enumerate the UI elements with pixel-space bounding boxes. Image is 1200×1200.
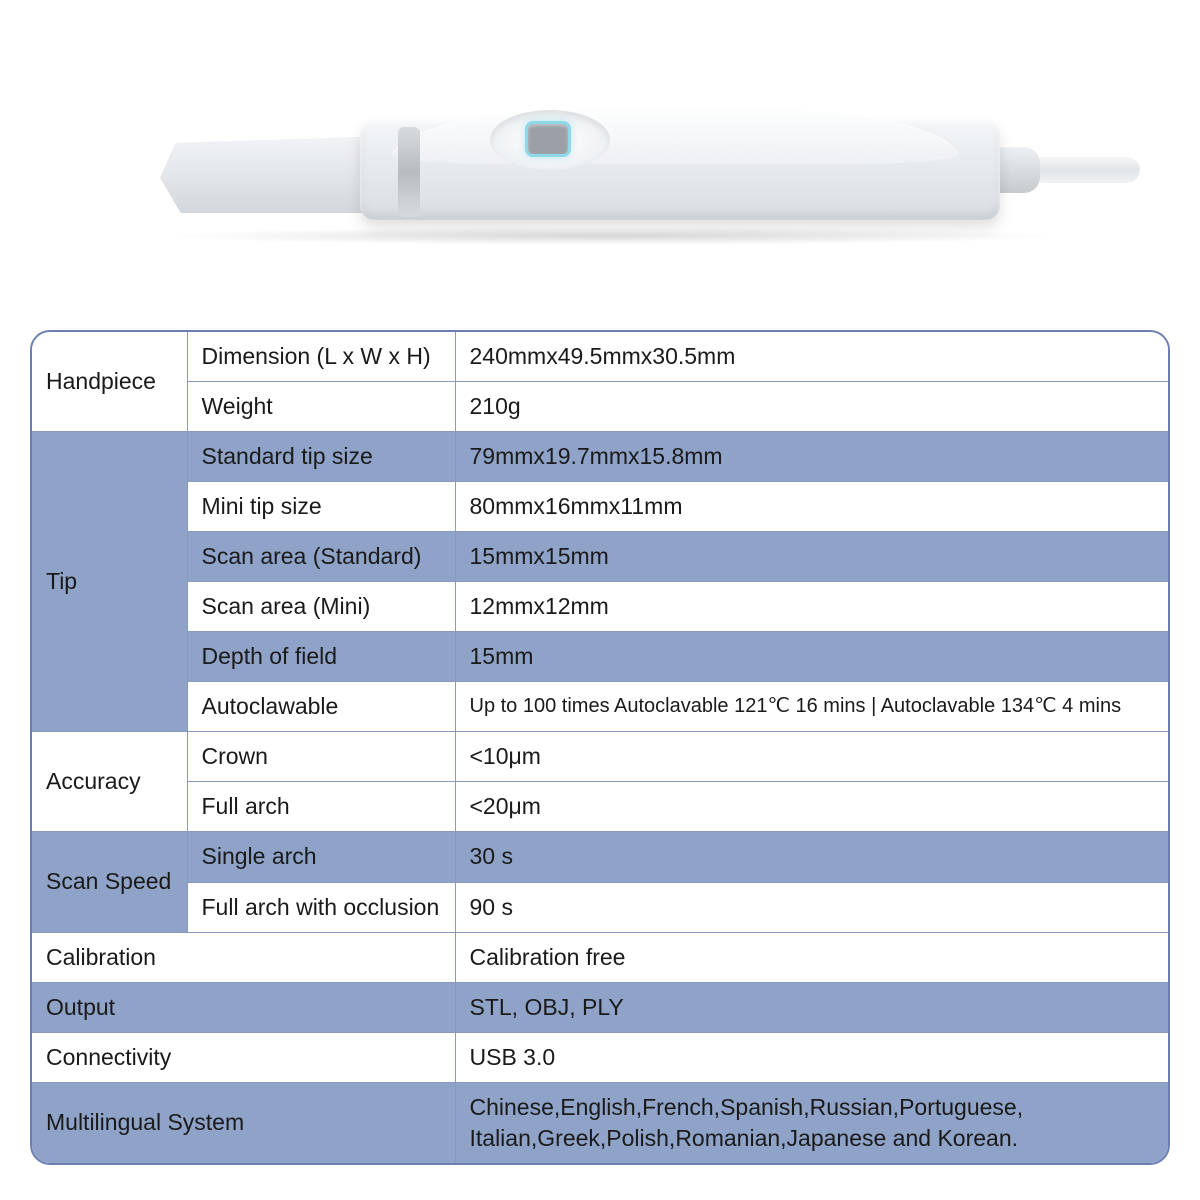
value-connectivity: USB 3.0 [455, 1032, 1168, 1082]
value-scan-mini: 12mmx12mm [455, 582, 1168, 632]
label-mini-tip: Mini tip size [187, 482, 455, 532]
value-single-arch: 30 s [455, 832, 1168, 882]
group-scan-speed: Scan Speed [32, 832, 187, 932]
group-accuracy: Accuracy [32, 732, 187, 832]
value-dimension: 240mmx49.5mmx30.5mm [455, 332, 1168, 382]
label-full-arch-occ: Full arch with occlusion [187, 882, 455, 932]
label-scan-std: Scan area (Standard) [187, 532, 455, 582]
value-autoclavable: Up to 100 times Autoclavable 121℃ 16 min… [455, 682, 1168, 732]
spec-table: Handpiece Dimension (L x W x H) 240mmx49… [30, 330, 1170, 1165]
value-mini-tip: 80mmx16mmx11mm [455, 482, 1168, 532]
label-scan-mini: Scan area (Mini) [187, 582, 455, 632]
label-dimension: Dimension (L x W x H) [187, 332, 455, 382]
scanner-illustration [100, 65, 1100, 265]
value-weight: 210g [455, 382, 1168, 432]
label-calibration: Calibration [32, 932, 455, 982]
label-dof: Depth of field [187, 632, 455, 682]
label-weight: Weight [187, 382, 455, 432]
value-crown: <10μm [455, 732, 1168, 782]
product-image-area [0, 0, 1200, 330]
group-handpiece: Handpiece [32, 332, 187, 432]
value-output: STL, OBJ, PLY [455, 982, 1168, 1032]
value-multilingual: Chinese,English,French,Spanish,Russian,P… [455, 1082, 1168, 1163]
label-output: Output [32, 982, 455, 1032]
label-autoclavable: Autoclawable [187, 682, 455, 732]
value-full-arch-occ: 90 s [455, 882, 1168, 932]
value-dof: 15mm [455, 632, 1168, 682]
value-full-arch-acc: <20μm [455, 782, 1168, 832]
label-single-arch: Single arch [187, 832, 455, 882]
label-multilingual: Multilingual System [32, 1082, 455, 1163]
label-connectivity: Connectivity [32, 1032, 455, 1082]
scanner-button-icon [525, 121, 571, 157]
label-crown: Crown [187, 732, 455, 782]
value-scan-std: 15mmx15mm [455, 532, 1168, 582]
group-tip: Tip [32, 432, 187, 732]
value-calibration: Calibration free [455, 932, 1168, 982]
label-std-tip: Standard tip size [187, 432, 455, 482]
label-full-arch-acc: Full arch [187, 782, 455, 832]
value-std-tip: 79mmx19.7mmx15.8mm [455, 432, 1168, 482]
